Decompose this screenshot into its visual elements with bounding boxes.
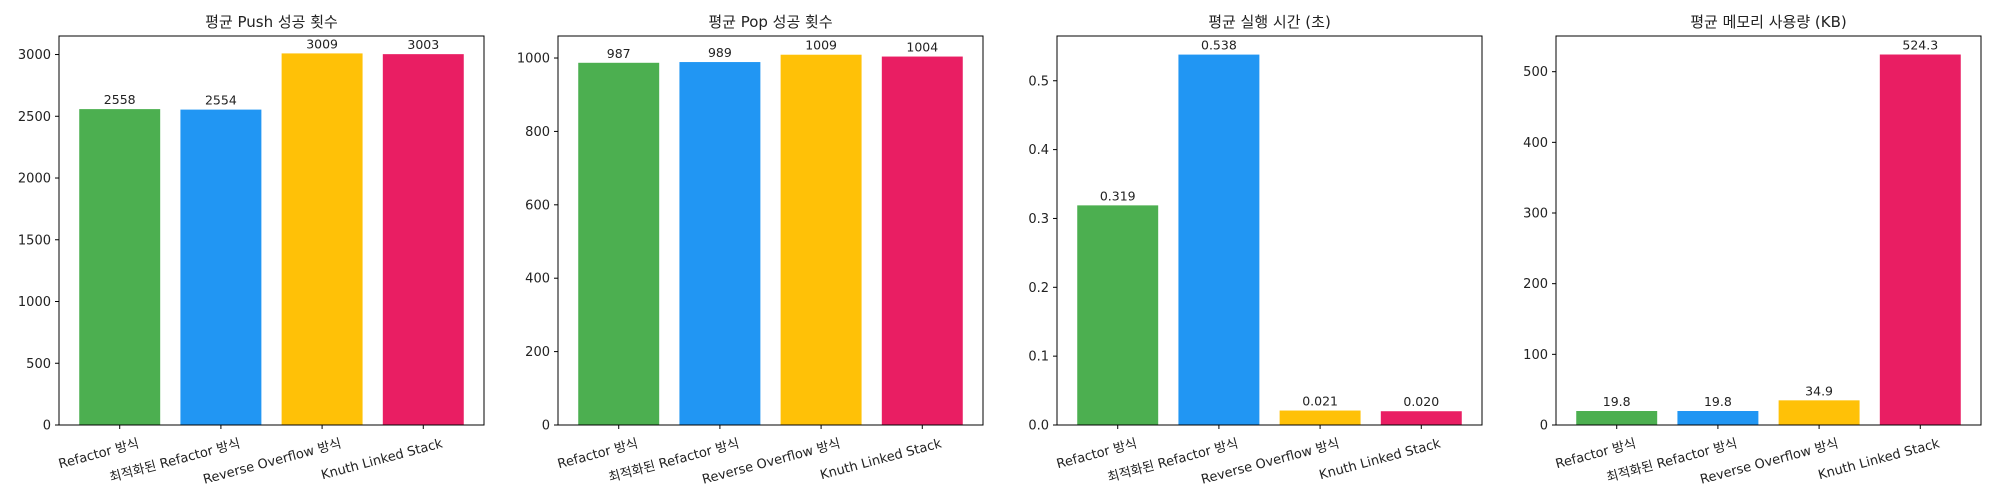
y-tick-label: 0.1: [1028, 350, 1049, 365]
y-tick-label: 1500: [18, 233, 51, 248]
plot-frame: [1555, 35, 1982, 426]
chart-title: 평균 Push 성공 횟수: [205, 13, 338, 31]
bar: [1677, 411, 1759, 425]
bar-value-label: 2558: [104, 92, 136, 107]
y-tick-label: 0: [43, 419, 51, 434]
bar: [382, 54, 464, 426]
bar: [1879, 54, 1961, 426]
y-tick-label: 300: [1523, 207, 1548, 222]
y-tick-label: 2500: [18, 110, 51, 125]
bar-value-label: 2554: [205, 93, 237, 108]
y-tick-label: 200: [525, 345, 550, 360]
bar-value-label: 987: [607, 46, 631, 61]
bar: [1778, 400, 1860, 425]
y-tick-label: 0: [1540, 419, 1548, 434]
y-tick-label: 400: [1523, 136, 1548, 151]
bar-value-label: 989: [708, 45, 732, 60]
bar-value-label: 1004: [906, 40, 938, 55]
plot-frame: [58, 35, 485, 426]
bar: [578, 62, 660, 426]
y-tick-label: 600: [525, 198, 550, 213]
y-tick-label: 500: [1523, 65, 1548, 80]
bar: [1077, 205, 1159, 425]
bar-value-label: 19.8: [1603, 394, 1631, 409]
bar-value-label: 524.3: [1902, 38, 1938, 53]
bar: [881, 56, 963, 426]
bar-value-label: 0.020: [1403, 394, 1439, 409]
bar-value-label: 0.319: [1100, 188, 1136, 203]
y-tick-label: 0.4: [1028, 143, 1049, 158]
y-tick-label: 0.3: [1028, 212, 1049, 227]
bar-value-label: 1009: [805, 38, 837, 53]
y-tick-label: 1000: [517, 52, 550, 67]
bar: [281, 53, 363, 425]
y-tick-label: 0.5: [1028, 74, 1049, 89]
y-tick-label: 100: [1523, 348, 1548, 363]
bar: [1279, 410, 1361, 425]
chart-title: 평균 실행 시간 (초): [1208, 13, 1331, 31]
y-tick-label: 0.2: [1028, 281, 1049, 296]
y-tick-label: 400: [525, 272, 550, 287]
y-tick-label: 0: [542, 419, 550, 434]
chart-title: 평균 메모리 사용량 (KB): [1690, 13, 1847, 31]
bar: [780, 54, 862, 426]
chart-title: 평균 Pop 성공 횟수: [708, 13, 832, 31]
bar-value-label: 0.538: [1201, 38, 1237, 53]
bar: [1178, 54, 1260, 425]
y-tick-label: 3000: [18, 48, 51, 63]
bar: [79, 109, 161, 425]
bar: [679, 62, 761, 425]
y-tick-label: 2000: [18, 172, 51, 187]
y-tick-label: 1000: [18, 295, 51, 310]
plot-frame: [557, 35, 984, 426]
bar: [180, 109, 262, 426]
bar: [1576, 411, 1658, 425]
bar-value-label: 3003: [407, 37, 439, 52]
y-tick-label: 200: [1523, 277, 1548, 292]
plot-frame: [1056, 35, 1483, 426]
y-tick-label: 800: [525, 125, 550, 140]
y-tick-label: 500: [26, 357, 51, 372]
bar-value-label: 34.9: [1805, 383, 1833, 398]
bar-value-label: 0.021: [1302, 394, 1338, 409]
bar-value-label: 3009: [306, 36, 338, 51]
y-tick-label: 0.0: [1028, 419, 1049, 434]
bar: [1380, 411, 1462, 425]
bar-value-label: 19.8: [1704, 394, 1732, 409]
